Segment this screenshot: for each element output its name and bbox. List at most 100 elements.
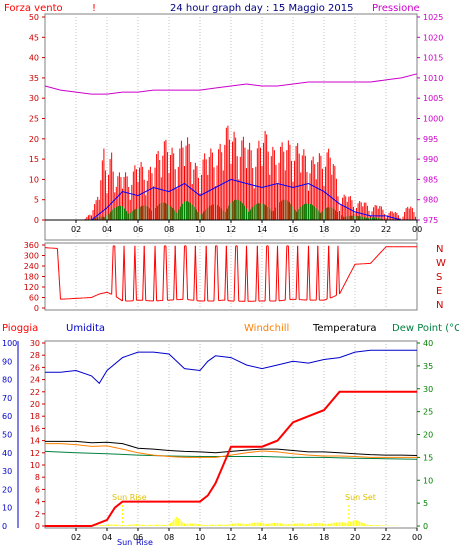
direction-tick-label: 300 [24,252,39,261]
compass-label: E [436,286,442,297]
time-tick-label: 12 [226,225,236,234]
direction-segment [343,281,347,286]
direction-segment [345,278,348,283]
temperature-axis-right: 0 5 10 15 20 25 30 35 40 [417,339,433,531]
humidity-axis-outer: 0 10 20 30 40 50 60 70 80 90 100 [2,339,19,531]
windchill-line [45,443,417,458]
direction-segment [380,249,384,253]
time-tick-label: 06 [133,225,143,234]
temperature-tick-label: 40 [423,339,433,348]
direction-segment [182,245,185,300]
direction-segment [308,245,311,301]
direction-segment [225,245,229,301]
direction-segment [224,245,227,301]
direction-segment [95,294,98,296]
temp-panel-time-axis: 02 04 06 08 10 12 14 16 18 20 22 00 [71,528,422,542]
humidity-line [45,349,417,385]
direction-segment [382,248,385,251]
time-tick-label: 16 [288,225,298,234]
humidity-tick-label: 30 [2,467,12,476]
temperature-line [45,440,418,456]
direction-segment [134,245,137,301]
direction-segment [328,245,331,299]
temperature-tick-label: 25 [423,408,433,417]
direction-tick-label: 240 [24,262,39,271]
sun-bottom-label-a: Sun [117,538,132,547]
humidity-tick-label: 50 [2,431,12,440]
time-tick-label: 14 [257,533,267,542]
direction-segment [376,254,379,258]
direction-segment [213,245,216,302]
direction-segment [284,245,288,301]
direction-segment [244,245,247,302]
direction-segment [154,245,158,301]
rain-tick-label: 6 [35,485,40,494]
direction-segment [162,245,165,301]
time-tick-label: 08 [164,533,174,542]
wind-title: Forza vento [4,3,63,14]
wind-panel-time-axis: 02 04 06 08 10 12 14 16 18 20 22 00 [45,219,422,234]
direction-segment [94,294,97,297]
humidity-tick-label: 70 [2,394,12,403]
wind-tick-label: 5 [34,196,39,205]
temperature-tick-label: 15 [423,453,433,462]
direction-segment [340,287,344,292]
humidity-tick-label: 60 [2,412,12,421]
wind-average-line [45,178,417,221]
direction-segment [330,297,332,299]
direction-segment [348,272,351,277]
humidity-tick-label: 0 [2,522,7,531]
rain-tick-label: 10 [30,461,40,470]
time-tick-label: 20 [350,533,360,542]
direction-segment [255,245,258,302]
humidity-tick-label: 40 [2,449,12,458]
wind-tick-label: 40 [29,54,39,63]
pressure-tick-label: 995 [423,135,438,144]
wind-unit-mark: ! [92,3,96,14]
direction-segment [119,298,122,301]
sunrise-label: Sun Rise [112,493,147,502]
direction-segment [349,269,353,274]
pressure-line [44,73,418,95]
sunset-label: Sun Set [345,493,376,502]
direction-segment [331,296,334,298]
time-tick-label: 22 [381,225,391,234]
direction-segment [374,256,378,259]
direction-segment [325,298,328,301]
direction-tick-label: 120 [24,283,39,292]
rain-tick-label: 22 [30,388,40,397]
direction-segment [256,245,260,302]
direction-segment [306,245,309,301]
pressure-tick-label: 1025 [423,13,443,22]
direction-segment [91,296,94,298]
pressure-tick-label: 1020 [423,33,443,42]
direction-segment [371,259,374,263]
dewpoint-line [44,450,418,460]
direction-segment [116,296,119,299]
direction-segment [194,245,198,301]
direction-segment [108,292,111,295]
time-tick-label: 10 [195,533,205,542]
direction-segment [165,245,168,301]
pressure-tick-label: 985 [423,175,438,184]
direction-segment [143,245,147,301]
pressure-tick-label: 975 [423,216,438,225]
rain-tick-label: 28 [30,351,40,360]
direction-tick-label: 0 [34,304,39,313]
temperature-tick-label: 35 [423,362,433,371]
legend-dewpoint: Dew Point (°C [392,323,459,334]
direction-segment [323,299,326,301]
humidity-tick-label: 90 [2,357,12,366]
rain-tick-label: 16 [30,424,40,433]
time-tick-label: 00 [412,225,422,234]
sun-bottom-label-b: Rise [136,538,153,547]
time-tick-label: 22 [381,533,391,542]
pressure-tick-label: 980 [423,196,438,205]
direction-segment [233,245,237,302]
direction-segment [174,245,178,300]
direction-segment [246,245,249,302]
direction-segment [342,284,345,289]
